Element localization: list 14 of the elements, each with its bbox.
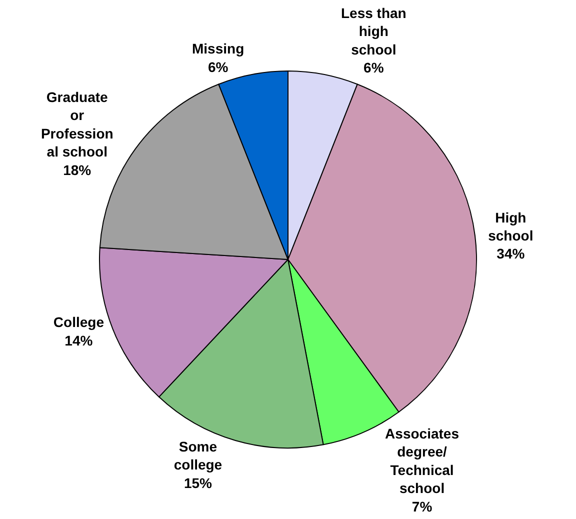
slice-label: Some college <box>174 438 222 473</box>
data-label: 18% <box>63 162 92 178</box>
data-label: 15% <box>184 474 213 491</box>
slice-label: High school <box>488 209 534 244</box>
data-label: 14% <box>64 332 94 348</box>
slice-label: College <box>53 314 104 330</box>
data-label: 6% <box>208 58 229 75</box>
data-label: 34% <box>496 246 526 262</box>
slice-label: Less than high school <box>340 4 406 58</box>
slice-label: Associates degree/ Technical school <box>385 425 460 496</box>
data-label: 6% <box>364 60 384 76</box>
data-label: 7% <box>412 498 433 514</box>
slice-label: Missing <box>192 40 244 57</box>
slice-label: Graduate or Profession al school <box>40 88 114 160</box>
